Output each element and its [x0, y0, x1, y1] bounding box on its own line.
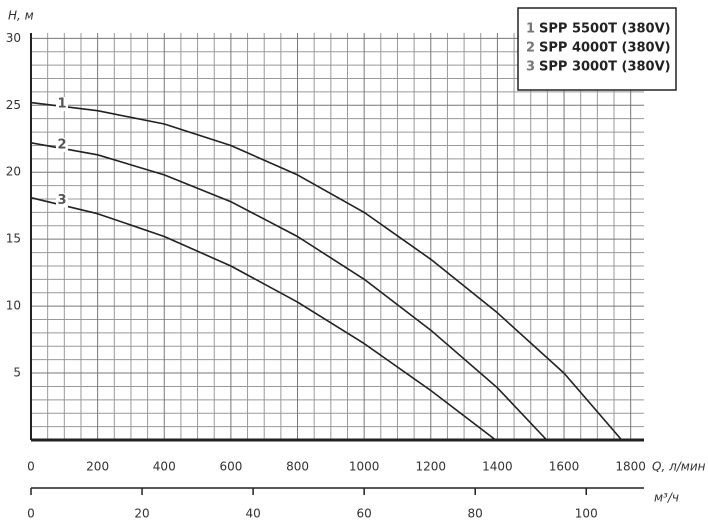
y-tick-label: 30	[6, 31, 21, 45]
legend-number: 2	[526, 41, 535, 56]
y-tick-label: 20	[6, 165, 21, 179]
x-tick-label: 0	[27, 460, 35, 474]
y-tick-label: 5	[13, 366, 21, 380]
x-tick-label: 1000	[349, 460, 380, 474]
x2-tick-label: 0	[27, 507, 35, 521]
x-tick-label: 1200	[416, 460, 447, 474]
curve-label: 1	[57, 96, 66, 111]
curve-label-bg	[56, 137, 68, 152]
x2-tick-label: 60	[357, 507, 372, 521]
x-tick-label: 1600	[549, 460, 580, 474]
x-tick-label: 400	[153, 460, 176, 474]
legend-label: SPP 5500T (380V)	[539, 22, 671, 37]
x2-axis-label: м³/ч	[654, 491, 679, 505]
curve-label-bg	[56, 96, 68, 111]
legend: 1 SPP 5500T (380V) 2 SPP 4000T (380V) 3 SPP 3…	[517, 7, 677, 91]
x-tick-label: 1800	[615, 460, 646, 474]
curve-label: 2	[57, 137, 66, 152]
curve	[30, 142, 548, 441]
curve-label-bg	[56, 193, 68, 208]
x-tick-label: 800	[286, 460, 309, 474]
x2-tick-label: 20	[134, 507, 149, 521]
x2-tick-label: 40	[245, 507, 260, 521]
x-tick-label: 200	[86, 460, 109, 474]
x-tick-label: 600	[219, 460, 242, 474]
x-axis-label: Q, л/мин	[652, 460, 706, 474]
curve	[30, 196, 497, 441]
legend-number: 3	[526, 60, 535, 75]
x-tick-label: 1400	[482, 460, 513, 474]
y-tick-label: 10	[6, 299, 21, 313]
legend-number: 1	[526, 22, 535, 37]
legend-box	[517, 7, 677, 91]
y-tick-label: 15	[6, 232, 21, 246]
legend-label: SPP 4000T (380V)	[539, 41, 671, 56]
y-axis-label: H, м	[8, 9, 34, 23]
curve	[30, 101, 623, 441]
y-tick-label: 25	[6, 98, 21, 112]
curve-label: 3	[57, 193, 66, 208]
x2-tick-label: 80	[468, 507, 483, 521]
legend-label: SPP 3000T (380V)	[539, 60, 671, 75]
x2-tick-label: 100	[575, 507, 598, 521]
